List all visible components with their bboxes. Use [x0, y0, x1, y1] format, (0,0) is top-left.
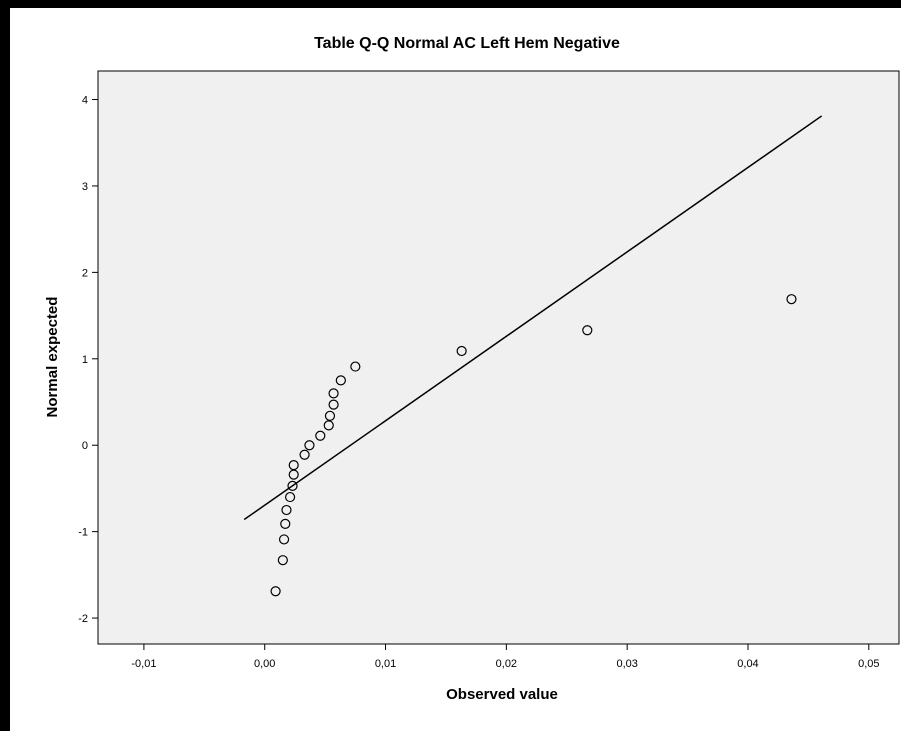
data-point: [284, 491, 296, 503]
x-axis-label: Observed value: [446, 686, 558, 703]
y-tick-label: -1: [78, 527, 88, 539]
chart-title: Table Q-Q Normal AC Left Hem Negative: [314, 35, 620, 52]
frame-border-left: [0, 0, 10, 731]
data-point: [304, 440, 315, 451]
data-point: [786, 294, 797, 305]
data-point: [281, 504, 292, 516]
y-axis-label: Normal expected: [44, 297, 61, 418]
x-tick-label: -0,01: [131, 658, 156, 670]
y-tick-label: 0: [82, 440, 88, 452]
data-point: [328, 399, 339, 410]
y-tick-label: 1: [82, 354, 88, 366]
data-point: [270, 586, 281, 597]
data-point: [456, 345, 467, 357]
data-point: [277, 555, 288, 566]
data-point: [582, 325, 593, 336]
y-tick-label: 4: [82, 95, 88, 107]
data-point: [335, 375, 346, 386]
x-tick-label: 0,00: [254, 658, 275, 670]
data-points: [270, 294, 797, 597]
reference-line: [243, 115, 823, 521]
data-point: [323, 420, 334, 431]
data-point: [288, 459, 299, 471]
x-tick-label: 0,02: [496, 658, 517, 670]
data-point: [350, 361, 361, 372]
data-point: [278, 534, 290, 545]
x-tick-label: 0,01: [375, 658, 396, 670]
plot-area: [97, 70, 900, 645]
data-point: [287, 480, 298, 491]
y-tick-label: 3: [82, 181, 88, 193]
y-axis: -2 -1 0 1 2 3 4: [78, 95, 98, 625]
data-point: [328, 388, 339, 399]
y-tick-label: 2: [82, 267, 88, 279]
y-tick-label: -2: [78, 613, 88, 625]
x-tick-label: 0,05: [858, 658, 879, 670]
x-tick-label: 0,03: [616, 658, 637, 670]
frame-border-top: [0, 0, 901, 8]
data-point: [299, 449, 310, 460]
x-tick-label: 0,04: [737, 658, 758, 670]
data-point: [280, 518, 291, 529]
data-point: [315, 430, 326, 441]
data-point: [324, 410, 336, 421]
x-axis: -0,01 0,00 0,01 0,02 0,03 0,04 0,05: [131, 644, 880, 670]
